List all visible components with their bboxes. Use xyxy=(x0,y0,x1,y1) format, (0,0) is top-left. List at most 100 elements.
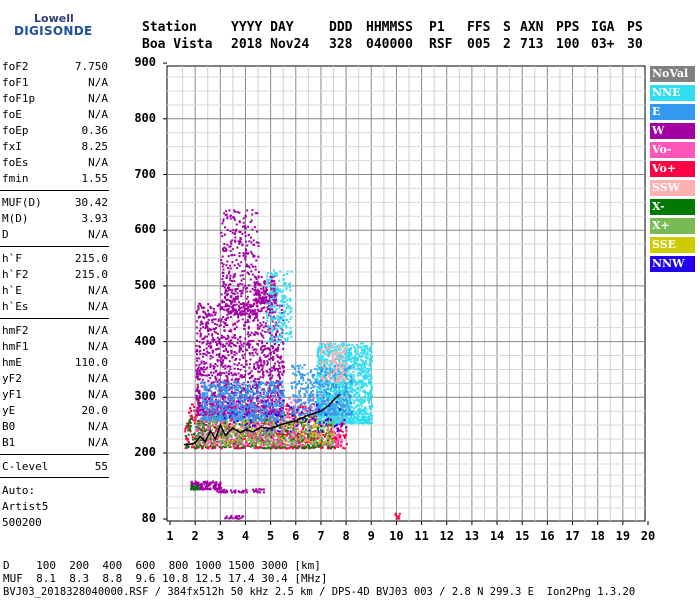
data-point xyxy=(328,430,331,433)
data-point xyxy=(283,294,286,297)
data-point xyxy=(220,421,223,424)
data-point xyxy=(214,441,217,444)
data-point xyxy=(334,401,337,403)
data-point xyxy=(211,391,213,394)
data-point xyxy=(208,387,211,390)
data-point xyxy=(280,326,283,329)
data-point xyxy=(217,395,220,398)
data-point xyxy=(200,393,203,396)
data-point xyxy=(233,353,236,356)
data-point xyxy=(233,327,236,330)
data-point xyxy=(273,282,276,285)
data-point xyxy=(198,345,201,348)
data-point xyxy=(264,282,267,285)
data-point xyxy=(280,309,283,311)
data-point xyxy=(218,304,221,307)
data-point xyxy=(278,317,281,320)
data-point xyxy=(219,395,222,398)
data-point xyxy=(205,347,208,350)
data-point xyxy=(234,337,237,340)
data-point xyxy=(258,358,261,361)
data-point xyxy=(249,334,252,336)
data-point xyxy=(289,311,292,314)
data-point xyxy=(232,304,235,307)
data-point xyxy=(274,402,277,405)
data-point xyxy=(261,421,264,424)
data-point xyxy=(214,391,216,394)
data-point xyxy=(221,406,224,408)
data-point xyxy=(230,416,233,419)
data-point xyxy=(258,290,261,293)
data-point xyxy=(195,394,198,397)
data-point xyxy=(360,342,363,345)
data-point xyxy=(219,374,222,376)
data-point xyxy=(242,436,245,439)
data-point xyxy=(234,381,237,384)
data-point xyxy=(250,370,253,373)
data-point xyxy=(272,327,275,330)
data-point xyxy=(282,437,285,440)
param-row: hmF2 N/A xyxy=(2,324,108,340)
data-point xyxy=(201,322,204,325)
data-point xyxy=(227,351,229,354)
data-point xyxy=(250,263,253,266)
data-point xyxy=(216,428,219,431)
data-point xyxy=(254,284,257,287)
data-point xyxy=(233,210,236,213)
data-point xyxy=(264,356,267,358)
data-point xyxy=(271,273,274,276)
data-point xyxy=(200,362,203,365)
data-point xyxy=(361,352,364,355)
data-point xyxy=(273,403,276,405)
data-point xyxy=(247,385,250,388)
data-point xyxy=(317,444,320,447)
data-point xyxy=(244,257,247,260)
data-point xyxy=(221,445,224,448)
data-point xyxy=(214,430,217,433)
data-point xyxy=(217,403,220,406)
data-point xyxy=(248,343,251,346)
data-point xyxy=(249,358,252,361)
data-point xyxy=(215,415,218,418)
data-point xyxy=(223,421,226,424)
data-point xyxy=(277,344,280,346)
data-point xyxy=(229,299,231,302)
data-point xyxy=(243,313,246,316)
data-point xyxy=(289,327,292,330)
data-point xyxy=(330,424,333,427)
data-point xyxy=(216,359,219,361)
data-point xyxy=(236,246,239,249)
data-point xyxy=(255,413,258,416)
data-point xyxy=(270,412,273,415)
data-point xyxy=(280,394,283,396)
data-point xyxy=(195,326,198,329)
data-point xyxy=(231,405,234,408)
data-point xyxy=(345,392,348,395)
data-point xyxy=(294,446,296,448)
data-point xyxy=(255,315,258,318)
data-point xyxy=(273,335,276,338)
data-point xyxy=(242,390,245,392)
data-point xyxy=(238,306,241,309)
data-point xyxy=(200,429,203,432)
data-point xyxy=(277,384,280,387)
data-point xyxy=(260,361,263,364)
data-point xyxy=(268,368,271,371)
data-point xyxy=(248,266,251,269)
data-point xyxy=(253,383,256,386)
data-point xyxy=(233,351,236,353)
data-point xyxy=(307,434,310,437)
data-point xyxy=(269,377,272,380)
data-point xyxy=(335,440,338,443)
data-point xyxy=(288,297,291,300)
data-point xyxy=(273,382,276,385)
data-point xyxy=(240,313,242,316)
data-point xyxy=(267,279,270,282)
data-point xyxy=(279,288,282,291)
data-point xyxy=(287,426,290,429)
data-point xyxy=(282,444,284,447)
data-point xyxy=(217,319,220,322)
data-point xyxy=(273,274,276,277)
data-point xyxy=(226,427,229,430)
data-point xyxy=(229,245,232,248)
